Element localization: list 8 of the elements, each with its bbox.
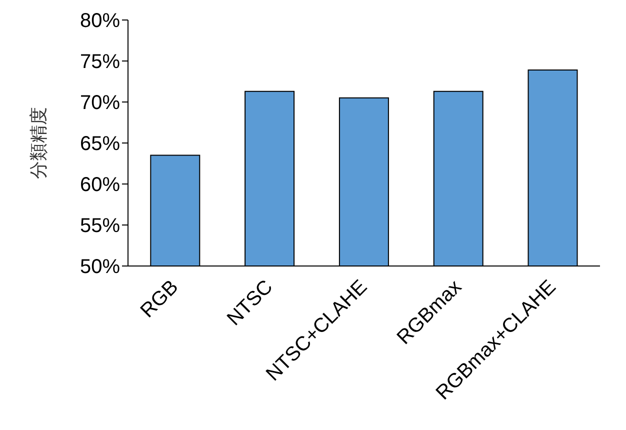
y-tick-label: 60% — [80, 174, 120, 196]
y-tick-label: 65% — [80, 133, 120, 156]
y-axis-title: 分類精度 — [28, 107, 50, 179]
y-tick-label: 80% — [80, 10, 120, 32]
y-tick-label: 70% — [80, 92, 120, 114]
y-tick-label: 50% — [80, 256, 120, 278]
y-tick-label: 75% — [80, 51, 120, 74]
y-tick-label: 55% — [80, 215, 120, 238]
